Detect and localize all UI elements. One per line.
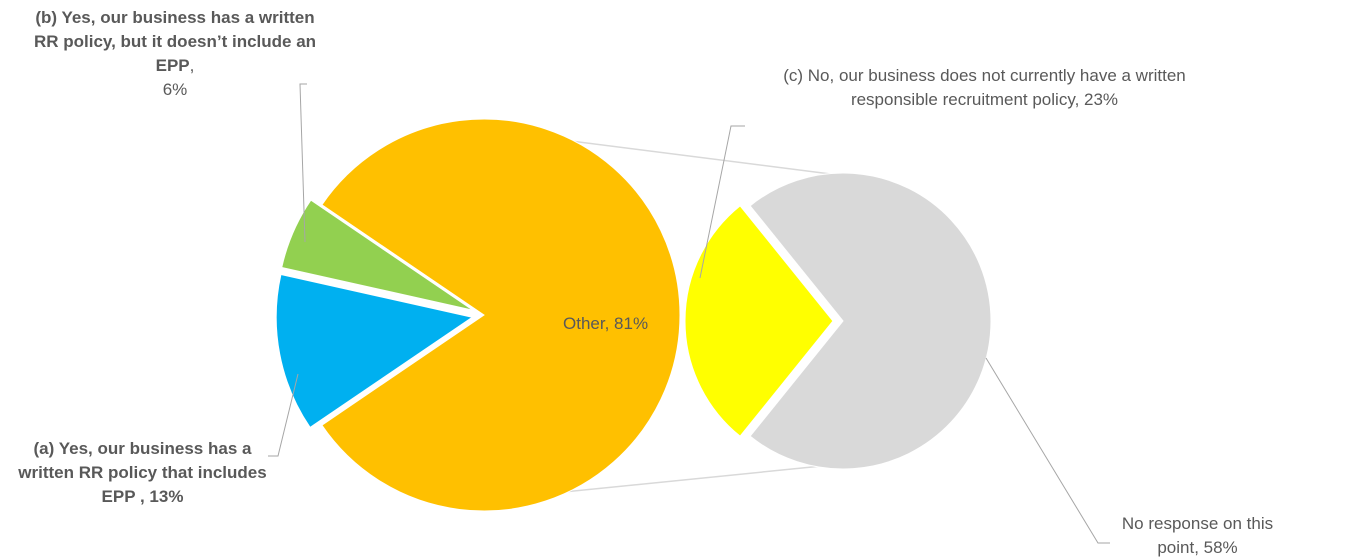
main-pie-slice-0: [275, 273, 474, 429]
data-label-b-value: 6%: [162, 80, 188, 99]
data-label-no-response-name: No response on this point: [1121, 514, 1274, 557]
data-label-a: (a) Yes, our business has a written RR p…: [18, 439, 267, 506]
main-pie-slice-2: [321, 118, 681, 512]
data-label-b-name: (b) Yes, our business has a written RR p…: [33, 8, 317, 75]
leader-line-no-response: [985, 357, 1110, 544]
secondary-pie-slice-1: [749, 172, 992, 470]
data-label-c: (c) No, our business does not currently …: [783, 66, 1186, 109]
secondary-pie-slice-0: [684, 205, 834, 437]
data-label-c-name: (c) No, our business does not currently …: [783, 66, 1186, 109]
data-label-b: (b) Yes, our business has a written RR p…: [33, 8, 317, 99]
data-label-no-response-value: 58%: [1203, 538, 1238, 557]
data-label-other-name: Other: [563, 314, 605, 333]
data-label-c-value: 23%: [1084, 90, 1119, 109]
data-label-other-value: 81%: [614, 314, 649, 333]
data-label-a-value: 13%: [149, 487, 184, 506]
leader-line-a: [268, 373, 299, 457]
data-label-a-name: (a) Yes, our business has a written RR p…: [18, 439, 267, 506]
main-pie: [275, 118, 681, 512]
leader-line-b: [299, 83, 307, 243]
leader-line-c: [699, 125, 745, 279]
data-label-no-response: No response on this point, 58%: [1121, 514, 1274, 557]
main-pie-slice-1: [281, 199, 474, 311]
secondary-pie: [684, 172, 992, 470]
data-label-other: Other, 81%: [563, 314, 649, 333]
